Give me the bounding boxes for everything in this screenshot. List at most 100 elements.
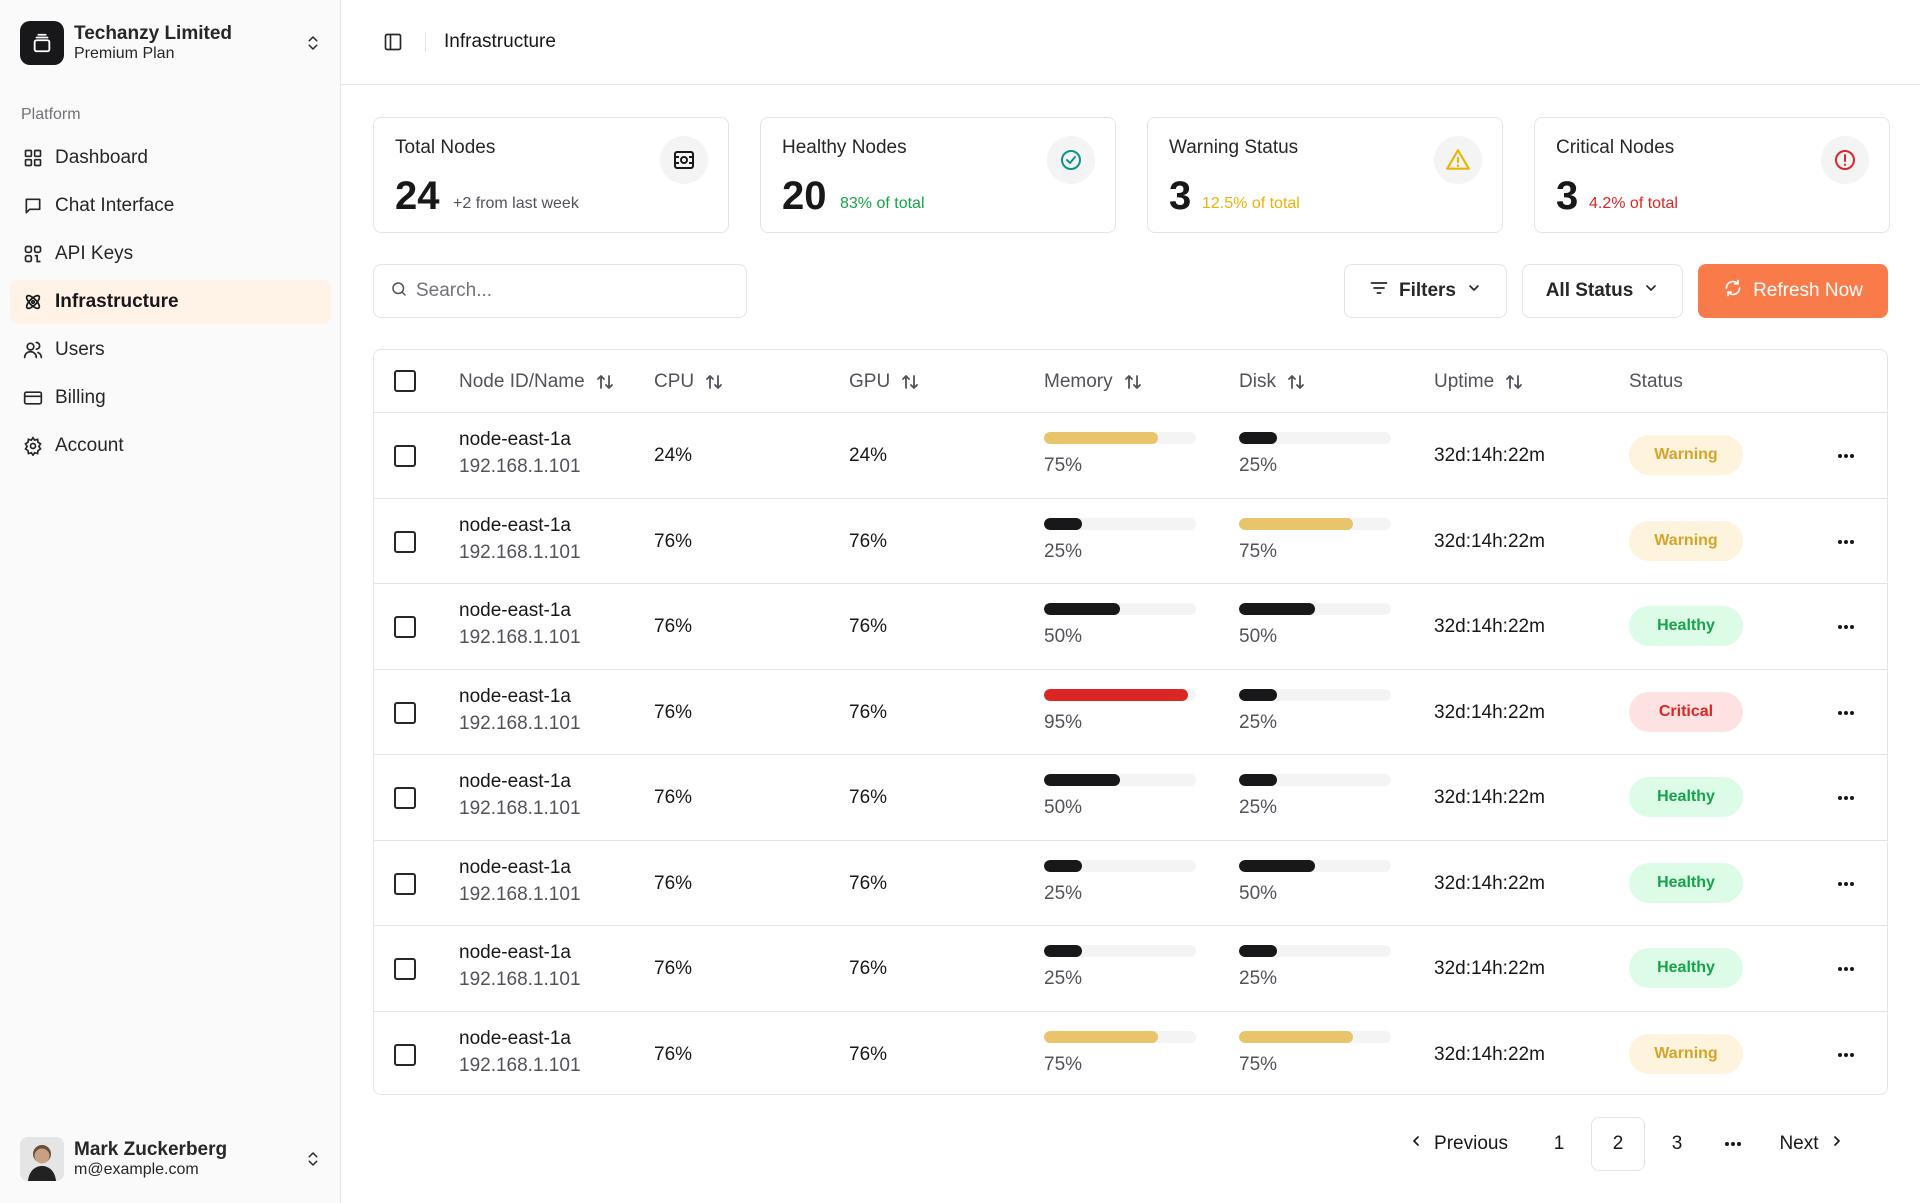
disk-bar bbox=[1239, 603, 1391, 615]
uptime-value: 32d:14h:22m bbox=[1434, 616, 1545, 637]
refresh-now-button[interactable]: Refresh Now bbox=[1698, 264, 1888, 318]
table-row[interactable]: node-east-1a 192.168.1.101 76% 76% 75% 75% 32d… bbox=[374, 1012, 1887, 1095]
sort-arrows-icon bbox=[595, 373, 615, 391]
gear-icon bbox=[22, 435, 44, 457]
key-icon bbox=[22, 243, 44, 265]
column-header-gpu[interactable]: GPU bbox=[849, 350, 920, 413]
warning-triangle-icon bbox=[1434, 136, 1482, 184]
row-checkbox[interactable] bbox=[394, 616, 416, 638]
more-actions-icon[interactable] bbox=[1834, 616, 1858, 638]
user-menu[interactable]: Mark Zuckerberg m@example.com bbox=[20, 1136, 325, 1182]
table-row[interactable]: node-east-1a 192.168.1.101 24% 24% 75% 25% 32d… bbox=[374, 413, 1887, 499]
gpu-value: 76% bbox=[849, 958, 888, 979]
table-row[interactable]: node-east-1a 192.168.1.101 76% 76% 50% 50% 32d… bbox=[374, 584, 1887, 670]
chat-icon bbox=[22, 195, 44, 217]
sidebar-toggle-icon[interactable] bbox=[381, 30, 405, 54]
pagination-next[interactable]: Next bbox=[1772, 1117, 1852, 1171]
disk-bar-fill bbox=[1239, 774, 1277, 786]
disk-bar-fill bbox=[1239, 517, 1353, 530]
row-checkbox[interactable] bbox=[394, 787, 416, 809]
column-header-cpu[interactable]: CPU bbox=[654, 350, 724, 413]
sidebar-item-label: Infrastructure bbox=[55, 291, 179, 312]
more-actions-icon[interactable] bbox=[1834, 702, 1858, 724]
page-1[interactable]: 1 bbox=[1553, 1133, 1565, 1154]
stat-value: 20 bbox=[782, 174, 827, 218]
more-actions-icon[interactable] bbox=[1834, 873, 1858, 895]
stat-value: 3 bbox=[1169, 174, 1192, 218]
page-2[interactable]: 2 bbox=[1591, 1117, 1645, 1171]
memory-bar-fill bbox=[1044, 859, 1082, 872]
avatar bbox=[20, 1137, 64, 1181]
column-header-disk[interactable]: Disk bbox=[1239, 350, 1306, 413]
disk-bar-fill bbox=[1239, 688, 1277, 701]
stat-card-critical-nodes: Critical Nodes 3 4.2% of total bbox=[1534, 117, 1890, 233]
row-checkbox[interactable] bbox=[394, 958, 416, 980]
more-actions-icon[interactable] bbox=[1834, 958, 1858, 980]
user-email: m@example.com bbox=[74, 1161, 199, 1178]
more-actions-icon[interactable] bbox=[1834, 531, 1858, 553]
pagination-previous[interactable]: Previous bbox=[1400, 1117, 1516, 1171]
table-row[interactable]: node-east-1a 192.168.1.101 76% 76% 95% 25% 32d… bbox=[374, 670, 1887, 755]
sort-arrows-icon bbox=[900, 373, 920, 391]
table-row[interactable]: node-east-1a 192.168.1.101 76% 76% 25% 25% 32d… bbox=[374, 926, 1887, 1012]
gpu-value: 76% bbox=[849, 872, 888, 894]
sidebar-item-label: API Keys bbox=[55, 243, 134, 264]
disk-bar bbox=[1239, 859, 1391, 872]
uptime-value: 32d:14h:22m bbox=[1434, 530, 1545, 552]
column-header-memory[interactable]: Memory bbox=[1044, 350, 1143, 413]
sort-arrows-icon bbox=[1123, 373, 1143, 391]
page-title: Infrastructure bbox=[444, 31, 556, 52]
memory-bar-fill bbox=[1044, 945, 1082, 957]
sidebar-item-account[interactable]: Account bbox=[10, 424, 331, 468]
stat-note: +2 from last week bbox=[453, 195, 579, 212]
disk-bar bbox=[1239, 1030, 1391, 1043]
node-ip: 192.168.1.101 bbox=[459, 883, 581, 905]
row-checkbox[interactable] bbox=[394, 445, 416, 467]
gpu-value: 76% bbox=[849, 530, 888, 552]
uptime-value: 32d:14h:22m bbox=[1434, 445, 1545, 466]
cpu-value: 76% bbox=[654, 872, 693, 894]
alert-circle-icon bbox=[1821, 136, 1869, 184]
sidebar-item-chat-interface[interactable]: Chat Interface bbox=[10, 184, 331, 228]
row-checkbox[interactable] bbox=[394, 1043, 416, 1066]
table-row[interactable]: node-east-1a 192.168.1.101 76% 76% 25% 75% 32d… bbox=[374, 499, 1887, 584]
row-checkbox[interactable] bbox=[394, 701, 416, 724]
select-all-checkbox[interactable] bbox=[394, 370, 416, 392]
status-badge: Warning bbox=[1629, 1033, 1743, 1074]
sidebar-item-infrastructure[interactable]: Infrastructure bbox=[10, 280, 331, 324]
sidebar-item-billing[interactable]: Billing bbox=[10, 376, 331, 420]
uptime-value: 32d:14h:22m bbox=[1434, 787, 1545, 808]
column-header-uptime[interactable]: Uptime bbox=[1434, 350, 1524, 413]
cpu-value: 76% bbox=[654, 1043, 693, 1065]
row-checkbox[interactable] bbox=[394, 530, 416, 553]
status-badge: Healthy bbox=[1629, 777, 1743, 817]
table-row[interactable]: node-east-1a 192.168.1.101 76% 76% 25% 50% 32d… bbox=[374, 841, 1887, 926]
column-header-node-id-name[interactable]: Node ID/Name bbox=[459, 350, 615, 413]
disk-percent: 50% bbox=[1239, 882, 1278, 904]
page-3[interactable]: 3 bbox=[1671, 1133, 1683, 1154]
sidebar-item-dashboard[interactable]: Dashboard bbox=[10, 136, 331, 180]
more-actions-icon[interactable] bbox=[1834, 1044, 1858, 1066]
gpu-value: 76% bbox=[849, 1043, 888, 1065]
status-badge: Critical bbox=[1629, 691, 1743, 732]
sidebar-item-api-keys[interactable]: API Keys bbox=[10, 232, 331, 276]
more-actions-icon[interactable] bbox=[1834, 787, 1858, 809]
column-label: GPU bbox=[849, 370, 891, 392]
more-actions-icon[interactable] bbox=[1834, 445, 1858, 467]
sidebar-item-users[interactable]: Users bbox=[10, 328, 331, 372]
org-switcher[interactable]: Techanzy Limited Premium Plan bbox=[20, 20, 325, 66]
status-badge: Warning bbox=[1629, 435, 1743, 475]
row-checkbox[interactable] bbox=[394, 872, 416, 895]
status-select[interactable]: All Status bbox=[1522, 264, 1683, 318]
table-row[interactable]: node-east-1a 192.168.1.101 76% 76% 50% 25% 32d… bbox=[374, 755, 1887, 841]
search-input[interactable] bbox=[416, 280, 716, 302]
users-icon bbox=[22, 339, 44, 361]
memory-percent: 50% bbox=[1044, 626, 1083, 647]
node-ip: 192.168.1.101 bbox=[459, 456, 581, 477]
header-divider bbox=[425, 32, 426, 52]
next-label: Next bbox=[1779, 1133, 1819, 1154]
org-plan: Premium Plan bbox=[74, 45, 175, 62]
filters-button[interactable]: Filters bbox=[1344, 264, 1507, 318]
column-label: Disk bbox=[1239, 370, 1276, 392]
pagination-ellipsis-icon bbox=[1706, 1117, 1760, 1171]
